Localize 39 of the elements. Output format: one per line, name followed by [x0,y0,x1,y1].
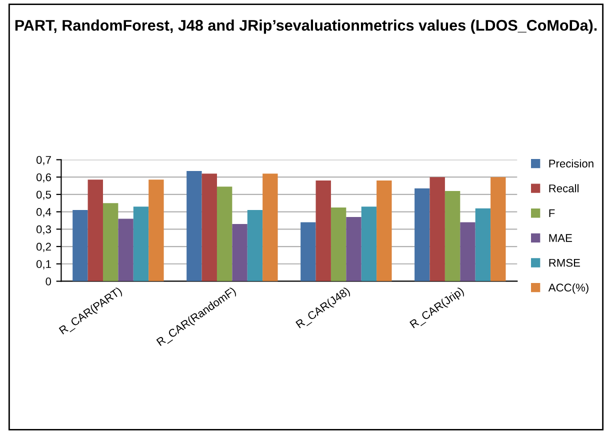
y-tick-label: 0,1 [36,260,51,270]
bar [414,188,430,282]
chart-title: PART, RandomForest, J48 and JRip’sevaluationmetrics values (LDOS_CoMoDa). [15,20,597,34]
bar [186,170,202,282]
bar [475,208,491,282]
y-tick-label: 0,6 [36,173,51,183]
y-tick-label: 0,5 [36,190,52,200]
legend-label: MAE [549,234,572,242]
y-tick-label: 0,2 [36,242,51,252]
bar [262,174,278,282]
bar [460,222,476,282]
bar [316,180,331,282]
bar [330,207,346,282]
bar [216,186,232,282]
y-tick-label: 0,7 [36,156,51,166]
bar [202,174,217,282]
bar [72,210,88,282]
legend-label: Precision [549,159,594,168]
y-tick-label: 0,4 [36,208,52,218]
bar [133,206,149,282]
bar [247,210,263,282]
bar [430,177,445,282]
bar [346,217,362,282]
legend-label: F [549,209,555,218]
bar [490,177,506,282]
bar [444,190,460,282]
y-tick-label: 0 [46,278,52,286]
bar [102,203,118,282]
bar [376,180,392,282]
bar [361,206,377,282]
bar [300,222,316,282]
bar [88,180,103,282]
bar [118,218,134,282]
legend-label: ACC(%) [548,283,588,294]
y-tick-label: 0,3 [36,225,51,235]
bar [232,224,248,282]
legend-label: Recall [549,184,578,192]
legend-label: RMSE [549,258,580,267]
bar [148,180,164,282]
